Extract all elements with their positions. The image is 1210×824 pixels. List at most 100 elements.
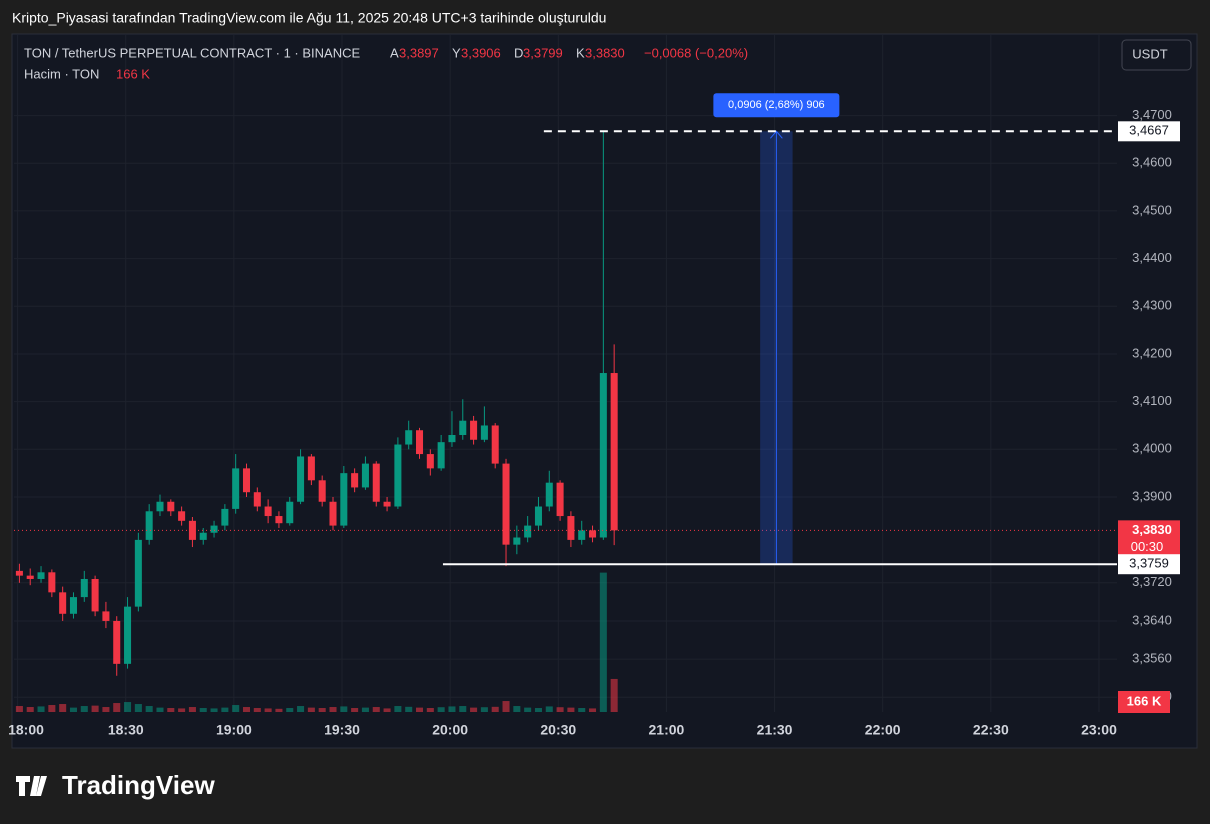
last-price-label: 3,3830 xyxy=(1132,522,1172,537)
measure-arrowhead xyxy=(769,130,783,139)
volume-bar xyxy=(361,707,369,712)
legend-value: 3,3830 xyxy=(585,45,625,60)
volume-bar xyxy=(286,708,294,712)
candle-body xyxy=(178,511,186,521)
volume-bar xyxy=(91,705,99,712)
candle-body xyxy=(589,530,597,538)
volume-bar xyxy=(567,707,575,712)
volume-bar xyxy=(589,708,597,712)
candle-body xyxy=(567,516,575,540)
volume-bar xyxy=(513,706,521,712)
volume-bar xyxy=(556,707,564,712)
volume-bar xyxy=(178,708,186,712)
volume-bar xyxy=(426,708,434,712)
y-tick-label: 3,4400 xyxy=(1132,250,1172,265)
volume-bar xyxy=(48,705,56,712)
volume-bar xyxy=(545,706,553,712)
candle-body xyxy=(124,606,132,664)
y-tick-label: 3,4000 xyxy=(1132,441,1172,456)
candle-body xyxy=(448,435,456,443)
volume-bar xyxy=(491,706,499,712)
volume-bar xyxy=(145,706,153,712)
candle-body xyxy=(134,539,142,607)
legend-key: D xyxy=(514,45,523,60)
volume-bar xyxy=(37,706,45,712)
volume-bar xyxy=(134,704,142,712)
candle-body xyxy=(394,444,402,507)
x-tick-label: 22:00 xyxy=(865,722,901,738)
candle-body xyxy=(48,572,56,593)
candle-body xyxy=(513,537,521,545)
volume-bar xyxy=(15,706,23,712)
volume-bar xyxy=(113,703,121,712)
candle-body xyxy=(318,480,326,502)
candle-body xyxy=(459,420,467,436)
volume-bar xyxy=(405,706,413,712)
candle-body xyxy=(329,501,337,526)
candle-body xyxy=(405,430,413,445)
candle-body xyxy=(156,501,164,512)
volume-bar xyxy=(470,707,478,712)
candle-body xyxy=(199,532,207,540)
volume-bar xyxy=(221,707,229,712)
candle-body xyxy=(340,473,348,526)
candle-body xyxy=(524,525,532,538)
currency-button[interactable] xyxy=(1121,39,1192,71)
candle-body xyxy=(188,520,196,540)
candle-body xyxy=(480,425,488,440)
x-tick-label: 22:30 xyxy=(973,722,1009,738)
candle-body xyxy=(232,468,240,509)
volume-bar xyxy=(59,704,67,712)
volume-bar xyxy=(524,707,532,712)
volume-bar xyxy=(437,707,445,712)
volume-bar xyxy=(340,706,348,712)
candle-body xyxy=(372,463,380,502)
candle-body xyxy=(578,530,586,540)
candle-body xyxy=(534,506,542,526)
candle-body xyxy=(599,373,607,538)
volume-bar xyxy=(102,707,110,712)
candle-body xyxy=(610,373,618,531)
x-tick-label: 21:30 xyxy=(757,722,793,738)
y-tick-label: 3,3900 xyxy=(1132,488,1172,503)
candle-body xyxy=(426,454,434,469)
volume-bar xyxy=(210,708,218,712)
y-tick-label: 3,4200 xyxy=(1132,345,1172,360)
volume-bar xyxy=(534,708,542,712)
volume-bar xyxy=(383,708,391,712)
volume-bar xyxy=(307,707,315,712)
candle-body xyxy=(491,425,499,464)
candle-body xyxy=(416,430,424,455)
volume-bar xyxy=(416,707,424,712)
candle-body xyxy=(275,516,283,524)
y-tick-label: 3,3720 xyxy=(1132,574,1172,589)
candle-body xyxy=(437,442,445,469)
volume-bar xyxy=(167,708,175,712)
volume-bar xyxy=(351,708,359,712)
legend-key: Y xyxy=(452,45,461,60)
candle-body xyxy=(253,492,261,507)
volume-bar xyxy=(372,707,380,712)
volume-bar xyxy=(69,707,77,712)
logo-text: TradingView xyxy=(62,770,215,800)
volume-bar xyxy=(253,708,261,712)
legend-key: K xyxy=(576,45,585,60)
x-tick-label: 19:00 xyxy=(216,722,252,738)
currency-label: USDT xyxy=(1132,46,1167,61)
candle-body xyxy=(470,420,478,440)
y-tick-label: 3,4300 xyxy=(1132,298,1172,313)
legend-key: A xyxy=(390,45,399,60)
x-tick-label: 18:00 xyxy=(8,722,44,738)
legend-change: −0,0068 (−0,20%) xyxy=(644,45,748,60)
volume-bar xyxy=(480,707,488,712)
candle-body xyxy=(556,482,564,517)
volume-bar xyxy=(188,707,196,712)
legend-volume-value: 166 K xyxy=(116,66,150,81)
last-price-badge xyxy=(1118,520,1180,559)
volume-bar xyxy=(26,707,34,712)
candle-body xyxy=(351,473,359,488)
volume-bar xyxy=(275,708,283,712)
candle-body xyxy=(15,570,23,576)
y-tick-label: 3,4100 xyxy=(1132,393,1172,408)
